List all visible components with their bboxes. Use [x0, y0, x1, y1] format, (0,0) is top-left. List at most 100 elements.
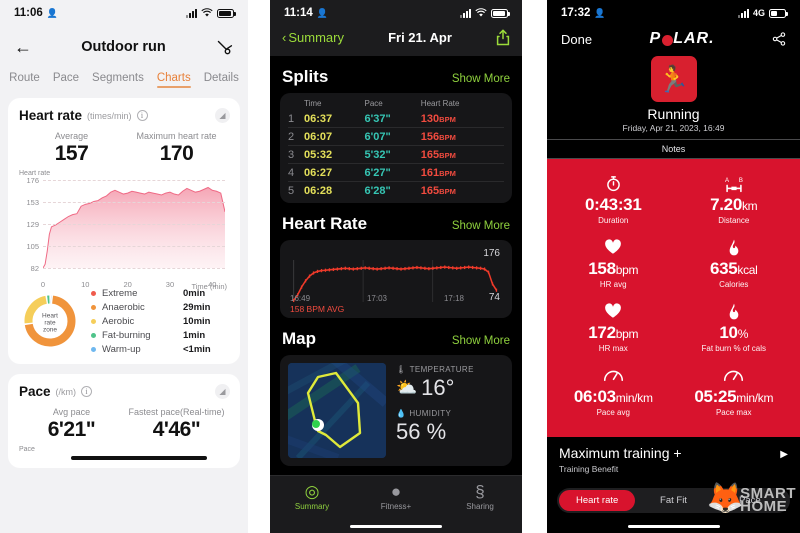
- tab-fitness-plus-label: Fitness+: [380, 502, 412, 511]
- zone-name: Anaerobic: [102, 301, 145, 313]
- back-to-summary-button[interactable]: ‹ Summary: [282, 30, 344, 45]
- tab-segments[interactable]: Segments: [92, 72, 144, 84]
- table-header-row: Time Pace Heart Rate: [288, 99, 504, 110]
- table-row: 2 06:07 6'07" 156BPM: [288, 127, 504, 146]
- tab-details[interactable]: Details: [203, 72, 239, 84]
- pace-chart-placeholder: [71, 456, 207, 460]
- split-pace: 5'32": [364, 145, 421, 164]
- splits-show-more-link[interactable]: Show More: [451, 73, 510, 85]
- humidity-label-row: 💧 HUMIDITY: [396, 409, 504, 418]
- play-arrow-icon[interactable]: ▶: [780, 449, 788, 460]
- heart-rate-zone-section: Heart rate zone Extreme 0min Anaerobic 29m…: [19, 286, 229, 356]
- done-button[interactable]: Done: [561, 31, 593, 47]
- tab-pace[interactable]: Pace: [52, 72, 80, 84]
- humidity-icon: 💧: [396, 409, 407, 418]
- expand-icon[interactable]: ◢: [215, 108, 230, 123]
- session-date: Friday, Apr 21, 2023, 16:49: [622, 123, 725, 133]
- zone-name: Fat-burning: [102, 329, 151, 341]
- app-header: ← Outdoor run: [0, 26, 248, 68]
- heart-rate-chart: Heart rate Time (min) 82 105 129 153 176 0 10…: [19, 170, 229, 291]
- signal-icon: [737, 8, 749, 18]
- list-item: Anaerobic 29min: [91, 300, 229, 314]
- tab-charts[interactable]: Charts: [156, 72, 191, 88]
- watermark: 🦊 SMART HOME: [706, 482, 796, 515]
- segment-fat-fit[interactable]: Fat Fit: [660, 495, 687, 506]
- list-item: Warm-up <1min: [91, 342, 229, 356]
- metric-cell: 0:43:31 Duration: [553, 169, 674, 233]
- zone-value: 29min: [183, 301, 211, 313]
- heart-rate-show-more-link[interactable]: Show More: [451, 220, 510, 232]
- split-pace: 6'27": [364, 163, 421, 182]
- temperature-label-row: 🌡 TEMPERATURE: [396, 365, 504, 374]
- segment-heart-rate[interactable]: Heart rate: [559, 490, 636, 511]
- heart-rate-panel: 176 74 16:49 17:03 17:18 158 BPM AV: [280, 240, 512, 318]
- grid-line: [43, 246, 225, 248]
- x-tick: 30: [165, 280, 175, 289]
- metric-unit: min/km: [615, 391, 653, 405]
- training-benefit-row[interactable]: Maximum training + Training Benefit ▶: [547, 437, 800, 480]
- network-type-label: 4G: [752, 8, 765, 18]
- back-label: Summary: [288, 30, 344, 45]
- flame-icon: [674, 239, 795, 259]
- heart-rate-card: Heart rate (times/min) i ◢ Average 157 M…: [8, 98, 240, 364]
- zone-color-dot: [91, 332, 96, 338]
- metric-unit: bpm: [615, 327, 639, 341]
- split-index: 5: [288, 181, 304, 199]
- signal-icon: [186, 8, 197, 18]
- polar-logo: P LAR.: [650, 30, 715, 48]
- zone-legend: Extreme 0min Anaerobic 29min Aerobic 10min …: [91, 286, 229, 356]
- share-icon[interactable]: [772, 32, 786, 46]
- heart-rate-unit: (times/min): [87, 110, 132, 121]
- y-axis-title: Heart rate: [19, 170, 51, 177]
- tab-fitness-plus[interactable]: ● Fitness+: [354, 482, 438, 511]
- info-icon[interactable]: i: [136, 110, 148, 121]
- map-show-more-link[interactable]: Show More: [451, 335, 510, 347]
- temperature-label: TEMPERATURE: [409, 365, 474, 374]
- watermark-line1: SMART: [740, 485, 796, 502]
- metric-value: 05:25min/km: [694, 387, 774, 406]
- back-arrow-icon[interactable]: ←: [14, 37, 32, 57]
- metric-value: 0:43:31: [585, 195, 642, 214]
- status-bar: 11:14 👤: [270, 0, 522, 26]
- segment-pace[interactable]: Pace: [738, 495, 761, 506]
- metrics-row: 06:03min/km Pace avg 05:25min/km Pace max: [553, 361, 794, 425]
- heart-rate-area-path: [43, 180, 225, 268]
- expand-icon[interactable]: ◢: [215, 384, 230, 399]
- hr-time-mid: 17:03: [366, 294, 388, 303]
- chart-type-segmented-control: Heart rate Fat Fit Pace: [557, 488, 790, 513]
- table-row: 5 06:28 6'28" 165BPM: [288, 181, 504, 199]
- zone-value: 0min: [183, 287, 206, 299]
- runner-icon: ●: [390, 482, 402, 501]
- grid-line: [43, 180, 225, 181]
- split-index: 2: [288, 127, 304, 146]
- zone-value: 1min: [183, 329, 206, 341]
- fox-mascot-icon: 🦊: [706, 482, 745, 515]
- person-icon: 👤: [316, 7, 328, 18]
- metric-value: 635kcal: [709, 259, 758, 278]
- col-time: Time: [304, 99, 322, 108]
- tab-sharing[interactable]: § Sharing: [438, 482, 522, 511]
- average-hr-value: 157: [54, 142, 89, 165]
- x-tick: 10: [81, 280, 90, 289]
- fastest-pace-label: Fastest pace(Real-time): [128, 407, 225, 417]
- tab-route[interactable]: Route: [9, 72, 40, 84]
- map-panel[interactable]: 🌡 TEMPERATURE ⛅ 16° 💧 HUMIDITY 56 %: [280, 355, 512, 466]
- hr-max-label: 176: [483, 248, 500, 259]
- svg-text:A: A: [725, 178, 730, 184]
- humidity-label: HUMIDITY: [409, 409, 452, 418]
- tab-summary[interactable]: ◎ Summary: [270, 482, 354, 511]
- metric-cell: 06:03min/km Pace avg: [553, 361, 674, 425]
- split-pace: 6'37": [364, 112, 391, 125]
- bottom-tab-bar: ◎ Summary ● Fitness+ § Sharing: [270, 475, 522, 533]
- partly-cloudy-icon: ⛅: [396, 378, 418, 397]
- metric-unit: min/km: [736, 391, 774, 405]
- route-share-icon[interactable]: [215, 38, 234, 57]
- zone-color-dot: [91, 318, 96, 324]
- notes-row[interactable]: Notes: [547, 139, 800, 159]
- map-header: Map Show More: [282, 329, 510, 349]
- route-map-thumbnail[interactable]: [288, 363, 386, 458]
- share-icon[interactable]: [496, 29, 510, 46]
- metrics-row: 158bpm HR avg 635kcal Calories: [553, 233, 794, 297]
- info-icon[interactable]: i: [81, 386, 93, 397]
